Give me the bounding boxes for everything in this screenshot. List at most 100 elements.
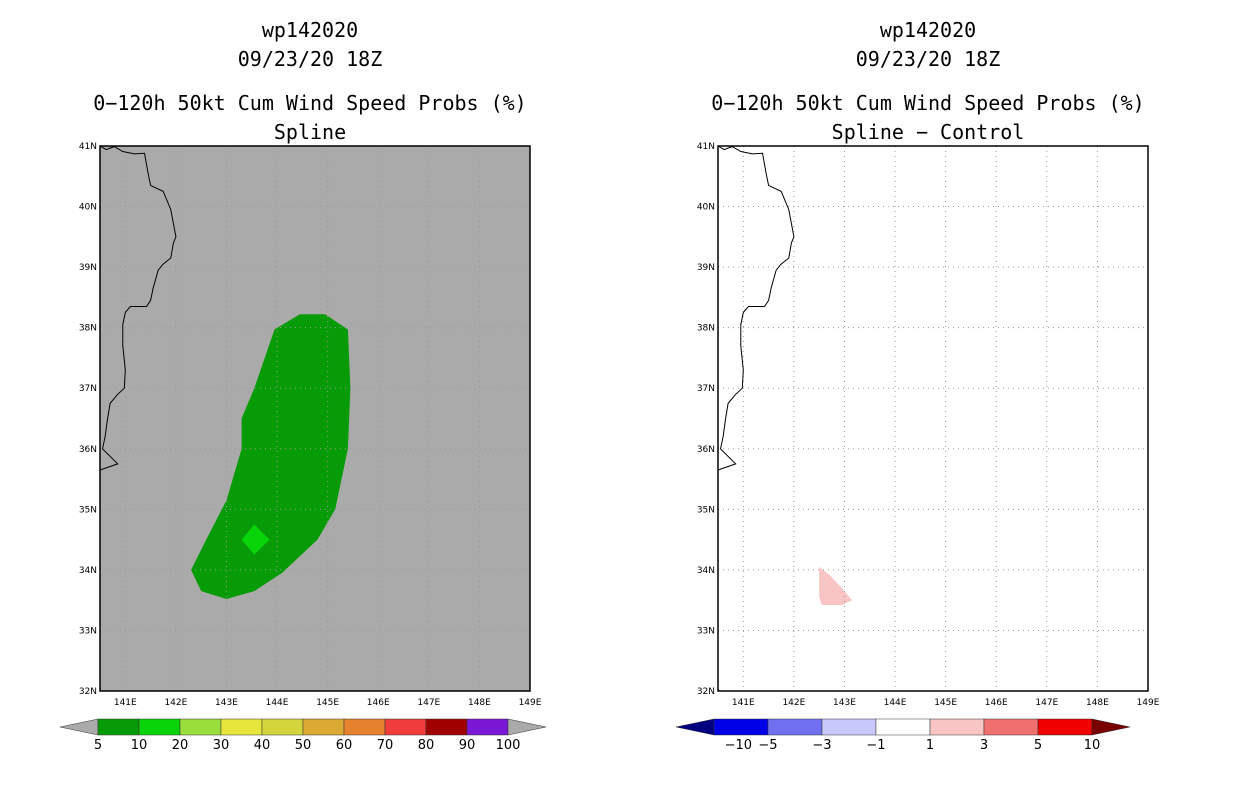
colorbar-segment [767, 718, 823, 736]
colorbar-label: 3 [980, 738, 988, 753]
x-tick-label: 141E [732, 698, 755, 708]
x-tick-label: 149E [519, 698, 542, 708]
colorbar-label: 80 [418, 738, 435, 753]
coastline [717, 145, 795, 471]
colorbar-segment [466, 718, 509, 736]
y-tick-label: 37N [697, 384, 715, 394]
right-title-line: 0−120h 50kt Cum Wind Speed Probs (%) [711, 91, 1145, 115]
x-tick-label: 148E [468, 698, 491, 708]
y-tick-label: 39N [697, 263, 715, 273]
colorbar-label: 10 [131, 738, 148, 753]
y-tick-label: 37N [79, 384, 97, 394]
right-panel-title: wp142020 09/23/20 18Z 0−120h 50kt Cum Wi… [658, 16, 1198, 147]
colorbar-1: 5 10 20 30 40 50 60 70 80 90 100 [59, 718, 547, 753]
x-tick-label: 145E [316, 698, 339, 708]
colorbar-label: 10 [1084, 738, 1101, 753]
colorbar-segment [821, 718, 877, 736]
map-panel-1: 141E 142E 143E 144E 145E 146E 147E 148E 149E 32N 3… [79, 142, 542, 708]
colorbar-label: 40 [254, 738, 271, 753]
y-tick-label: 36N [79, 445, 97, 455]
colorbar-segment [343, 718, 386, 736]
x-tick-label: 149E [1137, 698, 1160, 708]
colorbar-label: 70 [377, 738, 394, 753]
x-tick-label: 143E [215, 698, 238, 708]
x-tick-label: 141E [114, 698, 137, 708]
plot-frame [99, 145, 531, 692]
x-tick-label: 144E [884, 698, 907, 708]
colorbar-segment [713, 718, 769, 736]
colorbar-segment [929, 718, 985, 736]
colorbar-segment [1037, 718, 1093, 736]
x-tick-label: 145E [934, 698, 957, 708]
colorbar-label: 100 [496, 738, 521, 753]
y-tick-label: 35N [79, 505, 97, 515]
plot-frame [717, 145, 1149, 692]
colorbar-over-arrow [1091, 718, 1131, 736]
prob-10-20-region [241, 524, 270, 555]
right-subtitle: Spline − Control [831, 120, 1025, 144]
x-tick-label: 147E [417, 698, 440, 708]
y-tick-label: 41N [697, 142, 715, 152]
y-tick-label: 36N [697, 445, 715, 455]
y-tick-label: 40N [79, 203, 97, 213]
map-panel-2: 141E 142E 143E 144E 145E 146E 147E 148E 149E 32N 3… [697, 142, 1160, 708]
colorbar-segment [220, 718, 263, 736]
y-tick-label: 38N [79, 324, 97, 334]
colorbar-label: 5 [1034, 738, 1042, 753]
colorbar-label: 5 [94, 738, 102, 753]
left-title-line: 0−120h 50kt Cum Wind Speed Probs (%) [93, 91, 527, 115]
x-tick-label: 146E [985, 698, 1008, 708]
x-tick-label: 142E [782, 698, 805, 708]
colorbar-segment [179, 718, 222, 736]
x-tick-label: 146E [367, 698, 390, 708]
y-tick-label: 34N [79, 566, 97, 576]
y-tick-label: 35N [697, 505, 715, 515]
y-tick-label: 39N [79, 263, 97, 273]
colorbar-label: −5 [758, 738, 777, 753]
prob-5-10-region [191, 314, 351, 599]
plot-background [718, 146, 1148, 691]
y-tick-label: 32N [79, 687, 97, 697]
colorbar-label: 90 [459, 738, 476, 753]
colorbar-2: −10 −5 −3 −1 1 3 5 10 [675, 718, 1131, 753]
colorbar-segment [425, 718, 468, 736]
right-datetime: 09/23/20 18Z [855, 47, 1001, 71]
colorbar-label: 60 [336, 738, 353, 753]
y-tick-label: 34N [697, 566, 715, 576]
left-datetime: 09/23/20 18Z [237, 47, 383, 71]
colorbar-label: −10 [725, 738, 752, 753]
x-tick-label: 147E [1035, 698, 1058, 708]
colorbar-under-arrow [675, 718, 715, 736]
y-tick-label: 38N [697, 324, 715, 334]
colorbar-segment [302, 718, 345, 736]
left-subtitle: Spline [273, 120, 347, 144]
right-storm-id: wp142020 [879, 18, 977, 42]
x-tick-label: 148E [1086, 698, 1109, 708]
colorbar-segment [983, 718, 1039, 736]
left-storm-id: wp142020 [261, 18, 359, 42]
colorbar-label: 1 [926, 738, 934, 753]
colorbar-under-arrow [59, 718, 99, 736]
colorbar-over-arrow [507, 718, 547, 736]
colorbar-label: −3 [812, 738, 831, 753]
x-tick-label: 144E [266, 698, 289, 708]
colorbar-label: 20 [172, 738, 189, 753]
coastline [99, 145, 177, 471]
colorbar-segment [261, 718, 304, 736]
colorbar-label: 30 [213, 738, 230, 753]
colorbar-segment [875, 718, 931, 736]
colorbar-segment [138, 718, 181, 736]
colorbar-segment [384, 718, 427, 736]
colorbar-label: −1 [866, 738, 885, 753]
y-tick-label: 33N [79, 626, 97, 636]
y-tick-label: 40N [697, 203, 715, 213]
left-panel-title: wp142020 09/23/20 18Z 0−120h 50kt Cum Wi… [40, 16, 580, 147]
colorbar-segment [97, 718, 140, 736]
y-tick-label: 32N [697, 687, 715, 697]
x-tick-label: 143E [833, 698, 856, 708]
y-tick-label: 33N [697, 626, 715, 636]
y-tick-label: 41N [79, 142, 97, 152]
diff-1-3-region [819, 566, 853, 605]
colorbar-label: 50 [295, 738, 312, 753]
